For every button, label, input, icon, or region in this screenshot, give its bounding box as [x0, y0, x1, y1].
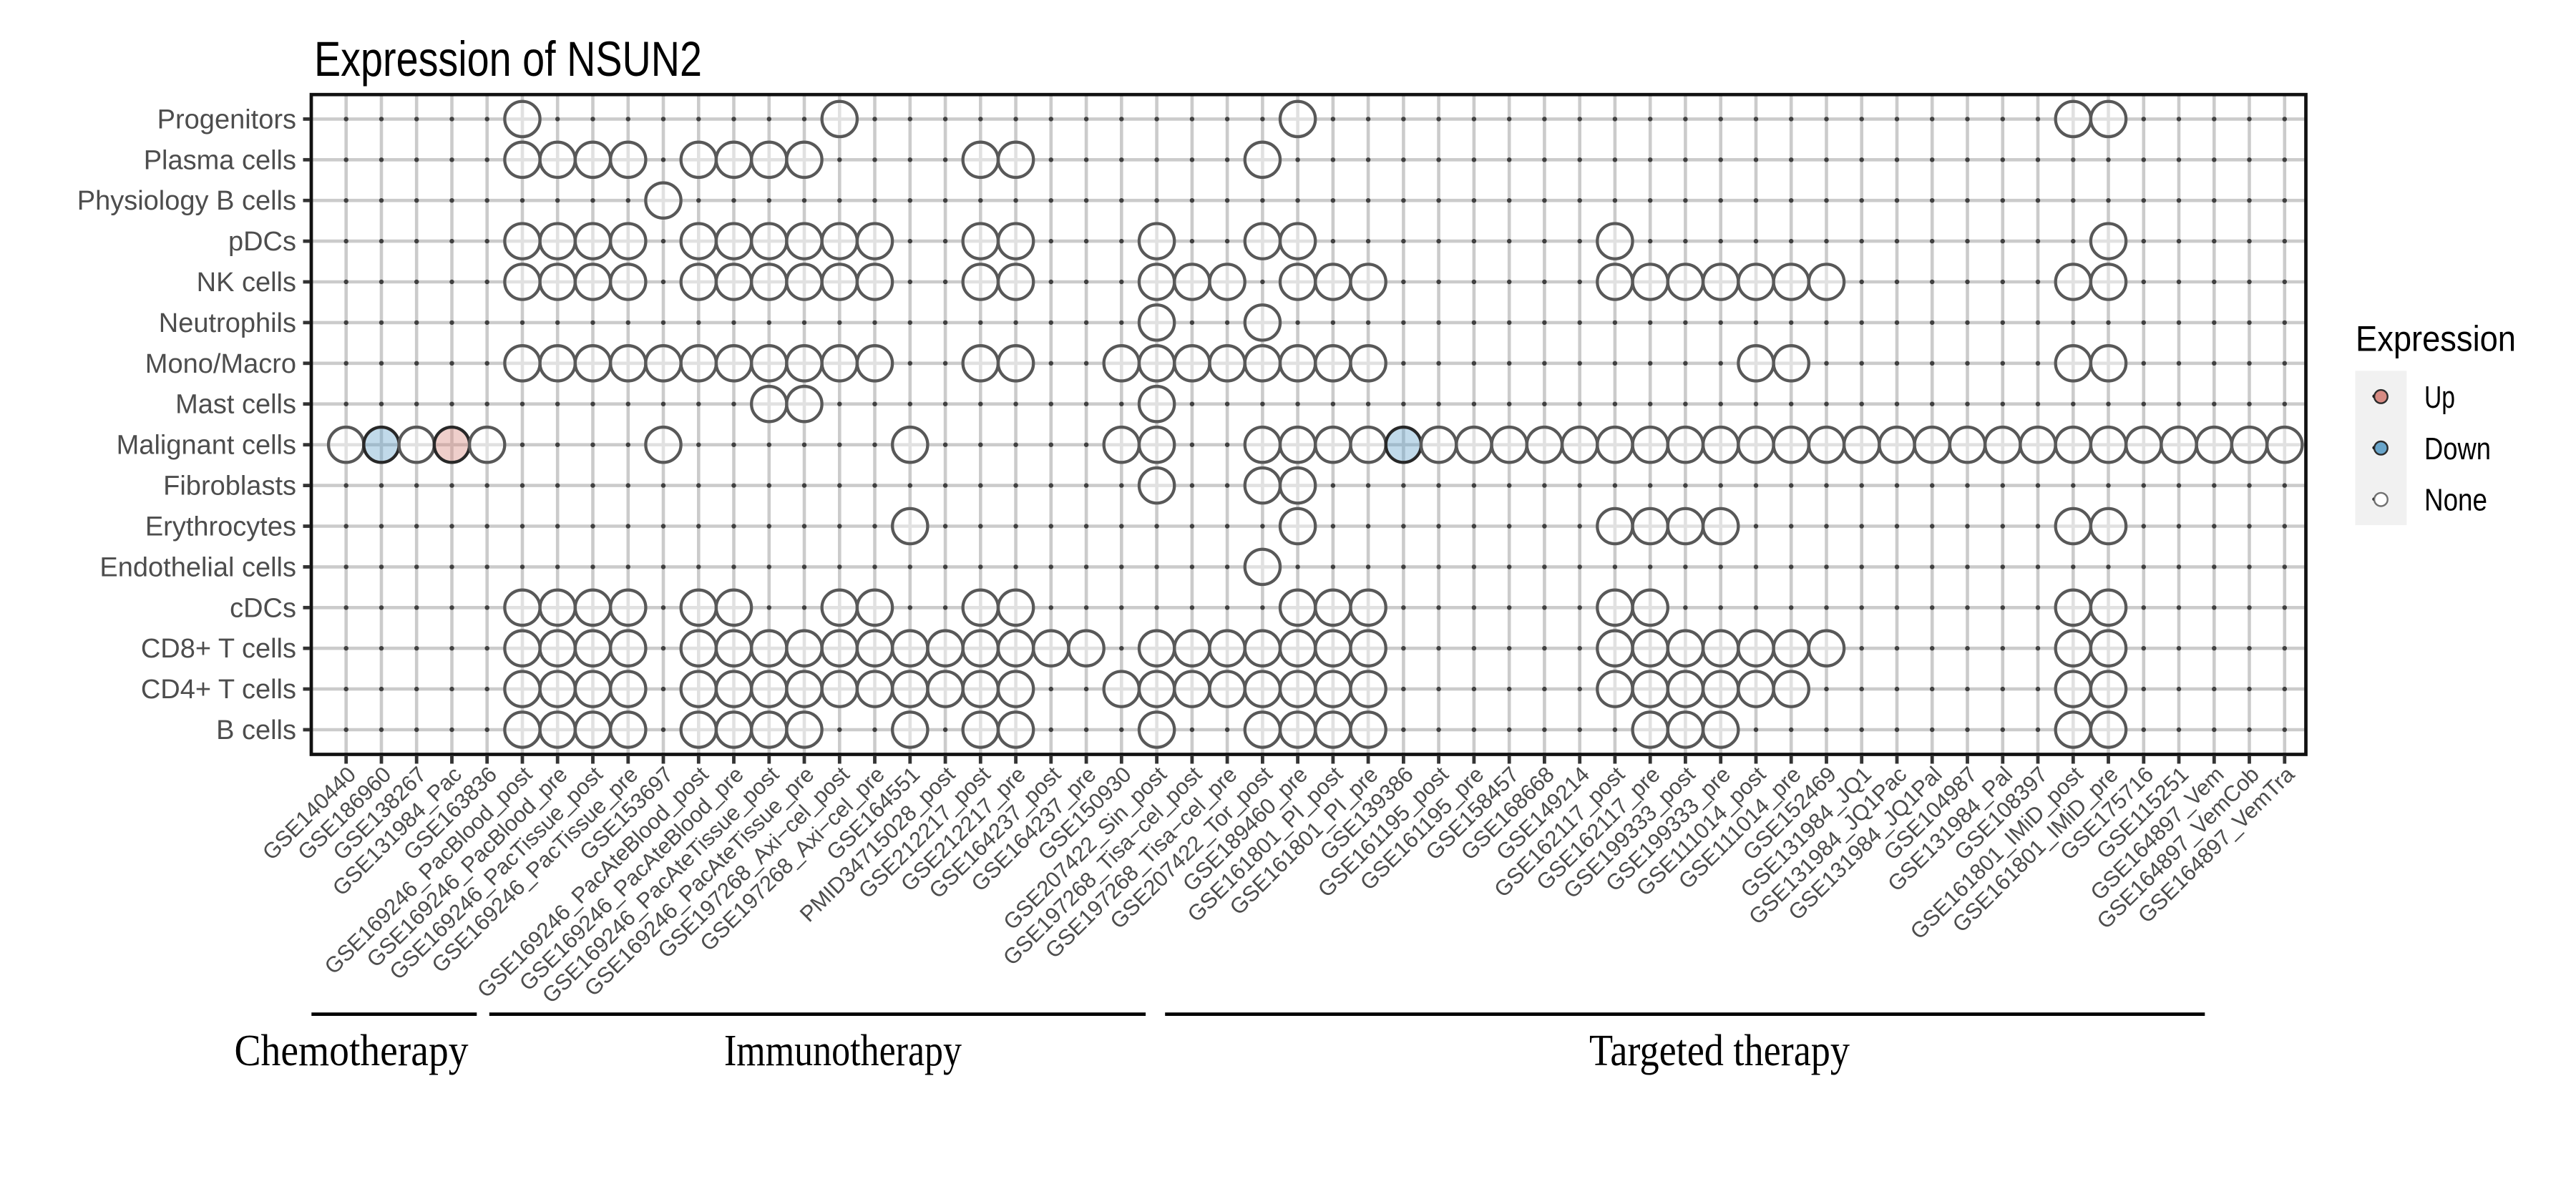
svg-text:CD4+ T cells: CD4+ T cells: [141, 675, 296, 705]
svg-text:Physiology B cells: Physiology B cells: [77, 186, 296, 216]
svg-text:NK cells: NK cells: [197, 268, 296, 298]
svg-text:Expression of NSUN2: Expression of NSUN2: [314, 31, 702, 87]
svg-text:Malignant cells: Malignant cells: [117, 431, 296, 461]
svg-text:Fibroblasts: Fibroblasts: [163, 471, 296, 502]
svg-text:pDCs: pDCs: [228, 227, 296, 257]
svg-text:Expression: Expression: [2356, 319, 2516, 359]
svg-text:B cells: B cells: [216, 715, 296, 745]
svg-text:Plasma cells: Plasma cells: [144, 145, 296, 175]
svg-text:cDCs: cDCs: [230, 593, 296, 623]
svg-text:Chemotherapy: Chemotherapy: [235, 1027, 469, 1075]
svg-text:Erythrocytes: Erythrocytes: [145, 512, 296, 542]
svg-text:Progenitors: Progenitors: [157, 104, 296, 134]
svg-text:Up: Up: [2424, 380, 2455, 415]
svg-text:Targeted therapy: Targeted therapy: [1589, 1027, 1850, 1075]
svg-text:CD8+ T cells: CD8+ T cells: [141, 634, 296, 664]
svg-text:Down: Down: [2424, 431, 2491, 466]
svg-text:Neutrophils: Neutrophils: [159, 308, 296, 338]
svg-text:Mast cells: Mast cells: [175, 390, 296, 420]
svg-text:None: None: [2424, 483, 2487, 518]
svg-text:Mono/Macro: Mono/Macro: [145, 349, 296, 379]
svg-text:Immunotherapy: Immunotherapy: [724, 1027, 962, 1075]
svg-text:Endothelial cells: Endothelial cells: [99, 552, 296, 582]
